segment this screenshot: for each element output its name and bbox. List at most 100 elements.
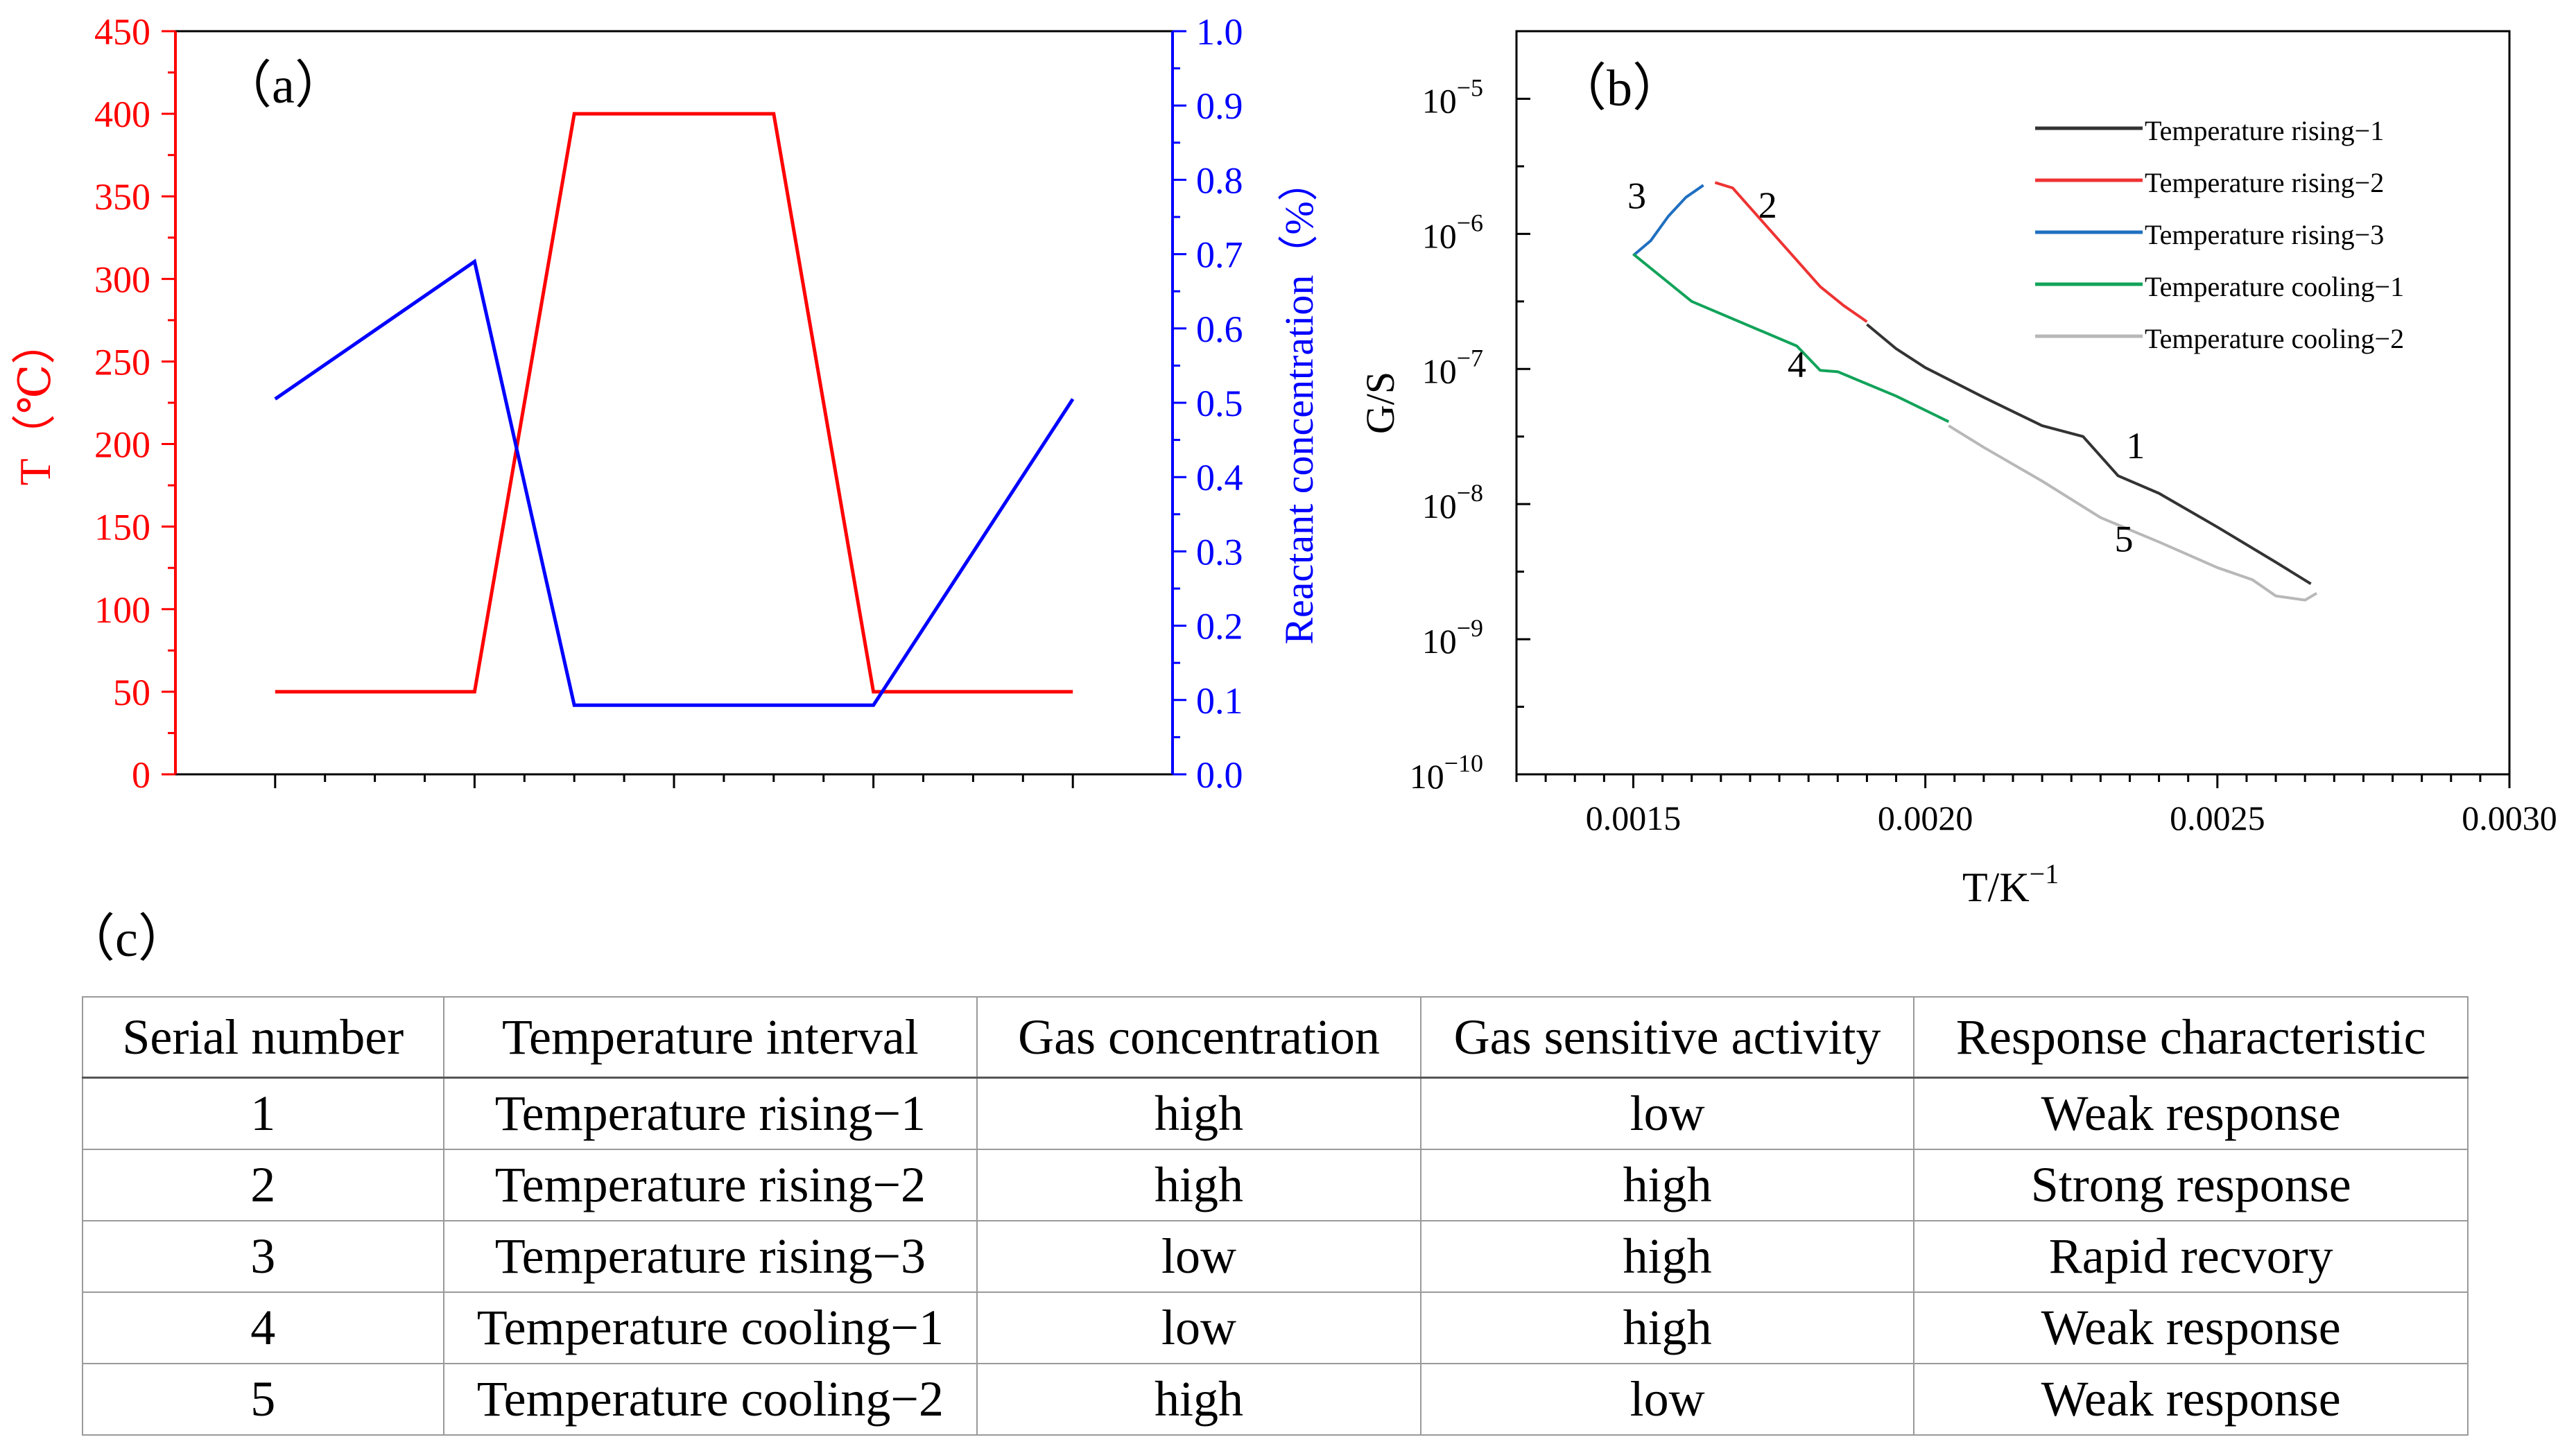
right-tick-label: 0.0 — [1196, 754, 1243, 796]
cell-gas-sensitive-activity: high — [1419, 1149, 1915, 1221]
series-line-temperature-rising-3 — [1632, 184, 1704, 257]
figure-charts: 0 50 100 150 200 250 300 350 400 450 0.0 0.1 0.2 0.3… — [10, 11, 2557, 908]
right-tick-label: 0.9 — [1196, 85, 1243, 127]
right-tick-label: 0.5 — [1196, 383, 1243, 424]
x-tick-label: 0.0030 — [2462, 799, 2557, 837]
cell-response-characteristic: Weak response — [1913, 1363, 2469, 1436]
legend-label-temperature-rising-1: Temperature rising−1 — [2145, 115, 2384, 146]
series-line-temperature-rising-2 — [1714, 181, 1868, 323]
curve-label-3: 3 — [1627, 175, 1646, 216]
left-tick-label: 150 — [94, 507, 150, 548]
y-tick-label: 10−5 — [1422, 73, 1483, 120]
cell-response-characteristic: Rapid recvory — [1913, 1220, 2469, 1293]
cell-temperature-interval: Temperature cooling−2 — [442, 1363, 978, 1436]
cell-response-characteristic: Weak response — [1913, 1291, 2469, 1364]
cell-serial-number: 2 — [82, 1149, 444, 1221]
x-tick-label: 0.0025 — [2170, 799, 2265, 837]
cell-gas-concentration: low — [976, 1291, 1421, 1364]
panel-a-label: （a） — [221, 58, 346, 114]
curve-label-5: 5 — [2115, 518, 2134, 559]
legend-label-temperature-rising-2: Temperature rising−2 — [2145, 167, 2384, 198]
legend-label-temperature-cooling-1: Temperature cooling−1 — [2145, 271, 2404, 302]
cell-serial-number: 4 — [82, 1291, 444, 1364]
y-axis-ticks: 10−5 10−6 10−7 10−8 10−9 10−10 — [1410, 30, 1530, 796]
series-line-t-c — [275, 112, 1073, 694]
cell-serial-number: 1 — [82, 1077, 444, 1150]
panel-b-label: （b） — [1555, 60, 1684, 117]
y-axis-title: G/S — [1358, 372, 1403, 434]
legend-label-temperature-rising-3: Temperature rising−3 — [2145, 219, 2384, 250]
curve-label-2: 2 — [1758, 184, 1777, 226]
y-tick-label: 10−8 — [1422, 479, 1483, 525]
panel-a-frame — [174, 30, 1174, 776]
y-tick-label: 10−7 — [1422, 344, 1483, 390]
left-tick-label: 250 — [94, 341, 150, 383]
cell-response-characteristic: Weak response — [1913, 1077, 2469, 1150]
cell-serial-number: 3 — [82, 1220, 444, 1293]
cell-gas-sensitive-activity: low — [1419, 1363, 1915, 1436]
cell-response-characteristic: Strong response — [1913, 1149, 2469, 1221]
right-tick-label: 0.8 — [1196, 159, 1243, 201]
header-response-characteristic: Response characteristic — [1913, 996, 2469, 1079]
series-line-reactant-concentration — [274, 259, 1075, 707]
right-axis-title: Reactant concentration（%） — [1277, 161, 1322, 644]
right-tick-label: 0.4 — [1196, 457, 1243, 498]
legend: Temperature rising−1 Temperature rising−2… — [2035, 115, 2404, 354]
cell-gas-concentration: high — [976, 1363, 1421, 1436]
x-tick-label: 0.0015 — [1586, 799, 1682, 837]
left-tick-label: 200 — [94, 424, 150, 466]
curve-label-1: 1 — [2126, 425, 2145, 467]
cell-gas-concentration: low — [976, 1220, 1421, 1293]
left-tick-label: 350 — [94, 176, 150, 218]
table-header-row: Serial number Temperature interval Gas c… — [82, 996, 2469, 1079]
series-line-temperature-cooling-2 — [1948, 424, 2318, 602]
x-axis-title: T/K−1 — [1962, 858, 2059, 908]
y-tick-label: 10−10 — [1410, 749, 1483, 796]
left-tick-label: 300 — [94, 259, 150, 300]
right-tick-label: 1.0 — [1196, 11, 1243, 53]
right-tick-label: 0.2 — [1196, 606, 1243, 647]
cell-temperature-interval: Temperature rising−3 — [442, 1220, 978, 1293]
left-tick-label: 0 — [132, 754, 150, 796]
cell-temperature-interval: Temperature rising−2 — [442, 1149, 978, 1221]
table-row: 3 Temperature rising−3 low high Rapid re… — [82, 1220, 2469, 1293]
x-tick-label: 0.0020 — [1878, 799, 1973, 837]
series-line-temperature-rising-1 — [1866, 323, 2312, 585]
header-temperature-interval: Temperature interval — [442, 996, 978, 1079]
series-line-temperature-cooling-1 — [1632, 253, 1950, 424]
left-axis-title: T（℃） — [10, 320, 60, 486]
x-axis-ticks: 0.0015 0.0020 0.0025 0.0030 — [1515, 774, 2557, 837]
cell-temperature-interval: Temperature cooling−1 — [442, 1291, 978, 1364]
cell-gas-concentration: high — [976, 1149, 1421, 1221]
header-gas-concentration: Gas concentration — [976, 996, 1421, 1079]
y-tick-label: 10−6 — [1422, 209, 1483, 255]
panel-a: 0 50 100 150 200 250 300 350 400 450 0.0 0.1 0.2 0.3… — [10, 11, 1322, 796]
table-row: 4 Temperature cooling−1 low high Weak re… — [82, 1291, 2469, 1364]
left-tick-label: 450 — [94, 11, 150, 53]
panel-b: 10−510−610−710−810−910−10 0.0015 0.0020 0.… — [1358, 30, 2557, 908]
cell-serial-number: 5 — [82, 1363, 444, 1436]
right-tick-label: 0.7 — [1196, 234, 1243, 276]
y-tick-label: 10−9 — [1422, 614, 1483, 661]
right-tick-label: 0.3 — [1196, 531, 1243, 573]
cell-gas-sensitive-activity: low — [1419, 1077, 1915, 1150]
summary-table: Serial number Temperature interval Gas c… — [82, 996, 2469, 1436]
cell-temperature-interval: Temperature rising−1 — [442, 1077, 978, 1150]
cell-gas-concentration: high — [976, 1077, 1421, 1150]
cell-gas-sensitive-activity: high — [1419, 1220, 1915, 1293]
left-tick-label: 50 — [113, 672, 150, 713]
table-row: 1 Temperature rising−1 high low Weak res… — [82, 1077, 2469, 1150]
table-row: 2 Temperature rising−2 high high Strong … — [82, 1149, 2469, 1221]
legend-label-temperature-cooling-2: Temperature cooling−2 — [2145, 323, 2404, 354]
panel-a-series — [274, 112, 1075, 707]
cell-gas-sensitive-activity: high — [1419, 1291, 1915, 1364]
right-axis-ticks: 0.0 0.1 0.2 0.3 0.4 0.5 0.6 0.7 0.8 0.9 1.0 — [1173, 11, 1243, 796]
right-tick-label: 0.1 — [1196, 680, 1243, 722]
left-tick-label: 400 — [94, 94, 150, 135]
curve-label-4: 4 — [1788, 344, 1806, 385]
panel-c-label: （c） — [64, 911, 189, 968]
header-gas-sensitive-activity: Gas sensitive activity — [1419, 996, 1915, 1079]
table-row: 5 Temperature cooling−2 high low Weak re… — [82, 1363, 2469, 1436]
bottom-axis-ticks — [274, 774, 1074, 788]
right-tick-label: 0.6 — [1196, 308, 1243, 350]
